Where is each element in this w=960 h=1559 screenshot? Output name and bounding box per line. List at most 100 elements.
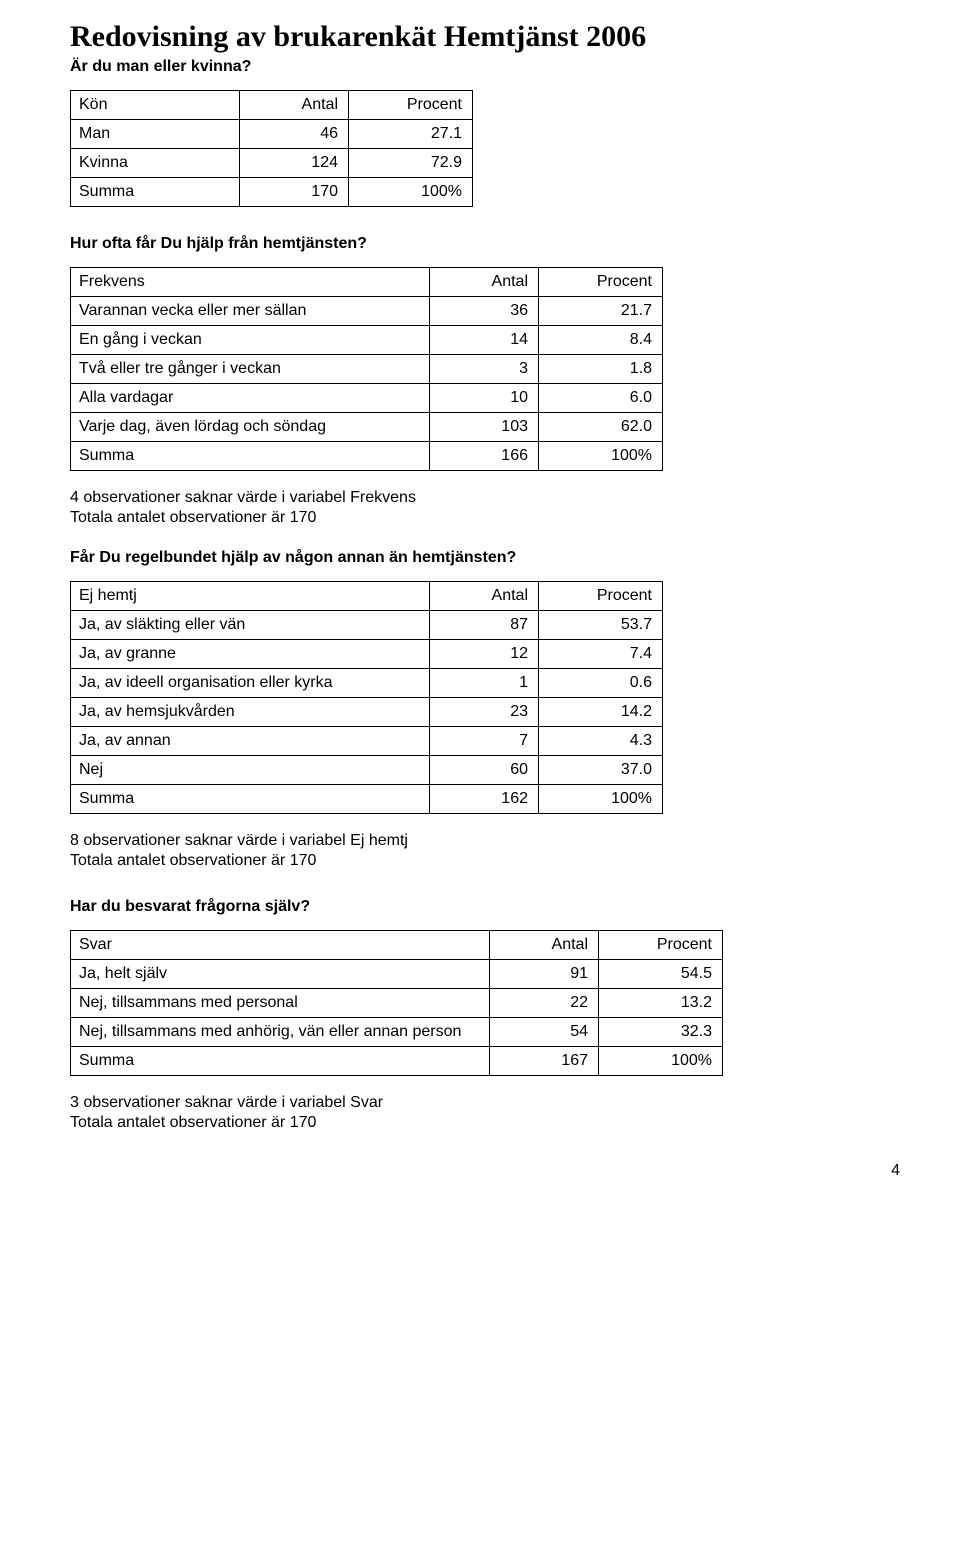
- row-label: Summa: [71, 442, 430, 471]
- row-antal: 167: [490, 1047, 599, 1076]
- row-procent: 72.9: [349, 149, 473, 178]
- row-label: Varannan vecka eller mer sällan: [71, 297, 430, 326]
- column-header: Frekvens: [71, 268, 430, 297]
- row-procent: 1.8: [539, 355, 663, 384]
- column-header: Procent: [349, 91, 473, 120]
- row-procent: 100%: [539, 785, 663, 814]
- row-antal: 46: [240, 120, 349, 149]
- table-svar: SvarAntalProcentJa, helt själv9154.5Nej,…: [70, 930, 723, 1076]
- row-label: Två eller tre gånger i veckan: [71, 355, 430, 384]
- table-row: Nej, tillsammans med anhörig, vän eller …: [71, 1018, 723, 1047]
- note-line: 3 observationer saknar värde i variabel …: [70, 1094, 920, 1112]
- row-antal: 103: [430, 413, 539, 442]
- table-row: En gång i veckan148.4: [71, 326, 663, 355]
- row-antal: 7: [430, 727, 539, 756]
- row-antal: 166: [430, 442, 539, 471]
- table-row: Ja, helt själv9154.5: [71, 960, 723, 989]
- column-header: Ej hemtj: [71, 582, 430, 611]
- question-2: Hur ofta får Du hjälp från hemtjänsten?: [70, 235, 920, 253]
- column-header: Kön: [71, 91, 240, 120]
- row-label: Ja, av granne: [71, 640, 430, 669]
- row-label: En gång i veckan: [71, 326, 430, 355]
- column-header: Svar: [71, 931, 490, 960]
- row-procent: 13.2: [599, 989, 723, 1018]
- row-antal: 22: [490, 989, 599, 1018]
- row-procent: 54.5: [599, 960, 723, 989]
- row-antal: 14: [430, 326, 539, 355]
- note-line: 4 observationer saknar värde i variabel …: [70, 489, 920, 507]
- table-row: Ja, av annan74.3: [71, 727, 663, 756]
- question-3: Får Du regelbundet hjälp av någon annan …: [70, 549, 920, 567]
- column-header: Procent: [539, 268, 663, 297]
- page-number: 4: [70, 1162, 920, 1180]
- table-row: Nej, tillsammans med personal2213.2: [71, 989, 723, 1018]
- table-row: Summa170100%: [71, 178, 473, 207]
- row-procent: 21.7: [539, 297, 663, 326]
- row-label: Ja, helt själv: [71, 960, 490, 989]
- row-antal: 91: [490, 960, 599, 989]
- row-procent: 4.3: [539, 727, 663, 756]
- row-antal: 3: [430, 355, 539, 384]
- row-label: Summa: [71, 1047, 490, 1076]
- row-antal: 170: [240, 178, 349, 207]
- row-procent: 32.3: [599, 1018, 723, 1047]
- row-procent: 37.0: [539, 756, 663, 785]
- page-title: Redovisning av brukarenkät Hemtjänst 200…: [70, 20, 920, 54]
- row-antal: 36: [430, 297, 539, 326]
- column-header: Procent: [599, 931, 723, 960]
- table-row: Summa166100%: [71, 442, 663, 471]
- column-header: Procent: [539, 582, 663, 611]
- row-label: Ja, av ideell organisation eller kyrka: [71, 669, 430, 698]
- note-line: 8 observationer saknar värde i variabel …: [70, 832, 920, 850]
- row-label: Nej: [71, 756, 430, 785]
- row-procent: 14.2: [539, 698, 663, 727]
- row-antal: 23: [430, 698, 539, 727]
- row-procent: 100%: [349, 178, 473, 207]
- note-line: Totala antalet observationer är 170: [70, 509, 920, 527]
- row-label: Ja, av släkting eller vän: [71, 611, 430, 640]
- table-row: Nej6037.0: [71, 756, 663, 785]
- row-antal: 54: [490, 1018, 599, 1047]
- row-procent: 100%: [599, 1047, 723, 1076]
- row-antal: 87: [430, 611, 539, 640]
- row-procent: 62.0: [539, 413, 663, 442]
- table-row: Summa162100%: [71, 785, 663, 814]
- row-antal: 124: [240, 149, 349, 178]
- row-procent: 0.6: [539, 669, 663, 698]
- row-antal: 12: [430, 640, 539, 669]
- table-row: Ja, av hemsjukvården2314.2: [71, 698, 663, 727]
- row-procent: 53.7: [539, 611, 663, 640]
- table-frekvens: FrekvensAntalProcentVarannan vecka eller…: [70, 267, 663, 471]
- table-row: Summa167100%: [71, 1047, 723, 1076]
- notes-q2: 4 observationer saknar värde i variabel …: [70, 489, 920, 527]
- note-line: Totala antalet observationer är 170: [70, 852, 920, 870]
- table-row: Kvinna12472.9: [71, 149, 473, 178]
- column-header: Antal: [240, 91, 349, 120]
- table-ej-hemtj: Ej hemtjAntalProcent Ja, av släkting elle…: [70, 581, 663, 814]
- table-kon: KönAntalProcentMan4627.1Kvinna12472.9Sum…: [70, 90, 473, 207]
- row-antal: 162: [430, 785, 539, 814]
- row-label: Summa: [71, 178, 240, 207]
- question-4: Har du besvarat frågorna själv?: [70, 898, 920, 916]
- table-row: Varannan vecka eller mer sällan3621.7: [71, 297, 663, 326]
- table-row: Varje dag, även lördag och söndag10362.0: [71, 413, 663, 442]
- row-label: Nej, tillsammans med personal: [71, 989, 490, 1018]
- row-label: Alla vardagar: [71, 384, 430, 413]
- notes-q3: 8 observationer saknar värde i variabel …: [70, 832, 920, 870]
- column-header: Antal: [430, 582, 539, 611]
- row-label: Summa: [71, 785, 430, 814]
- table-row: Alla vardagar106.0: [71, 384, 663, 413]
- table-row: Ja, av granne127.4: [71, 640, 663, 669]
- note-line: Totala antalet observationer är 170: [70, 1114, 920, 1132]
- row-label: Ja, av annan: [71, 727, 430, 756]
- row-procent: 6.0: [539, 384, 663, 413]
- row-procent: 7.4: [539, 640, 663, 669]
- column-header: Antal: [430, 268, 539, 297]
- notes-q4: 3 observationer saknar värde i variabel …: [70, 1094, 920, 1132]
- row-label: Man: [71, 120, 240, 149]
- column-header: Antal: [490, 931, 599, 960]
- table-row: Två eller tre gånger i veckan31.8: [71, 355, 663, 384]
- row-antal: 60: [430, 756, 539, 785]
- row-antal: 1: [430, 669, 539, 698]
- question-1: Är du man eller kvinna?: [70, 58, 920, 76]
